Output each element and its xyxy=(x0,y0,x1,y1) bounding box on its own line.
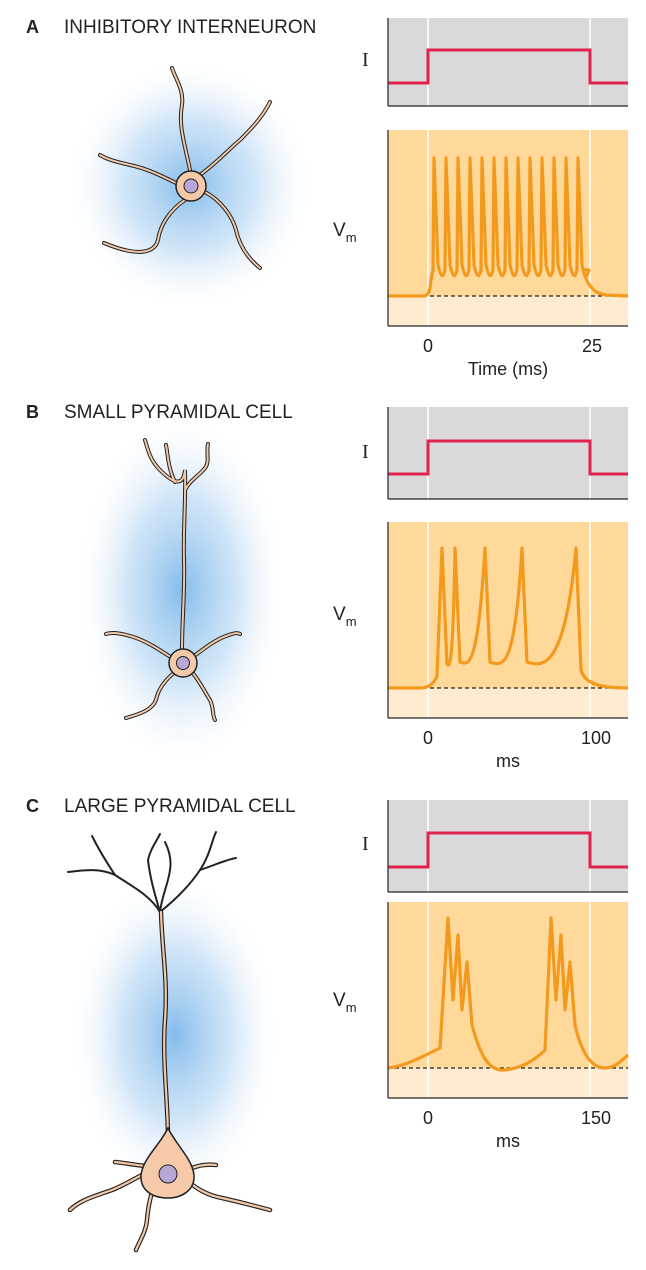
panel-c-letter: C xyxy=(26,796,39,816)
panel-b-axis-title: ms xyxy=(496,751,520,771)
panel-a-current-plot: I xyxy=(362,18,628,107)
panel-b-current-plot: I xyxy=(362,407,628,500)
panel-a-tick-end: 25 xyxy=(582,336,602,356)
panel-c-tick-end: 150 xyxy=(581,1108,611,1128)
soma xyxy=(140,1126,195,1199)
panel-c-voltage-plot: Vm 0 150 ms xyxy=(333,902,630,1151)
panel-a-tick-start: 0 xyxy=(423,336,433,356)
panel-c-current-step xyxy=(388,831,628,869)
panel-a-axis-title: Time (ms) xyxy=(468,359,548,379)
panel-b-current-step xyxy=(388,439,628,476)
panel-a: A INHIBITORY INTERNEURON xyxy=(26,17,629,379)
panel-b-title: SMALL PYRAMIDAL CELL xyxy=(64,402,293,423)
panel-a-current-label: I xyxy=(362,49,369,71)
nucleus xyxy=(176,656,190,670)
panel-a-letter: A xyxy=(26,17,39,37)
panel-c-current-label: I xyxy=(362,833,369,855)
small-pyramidal-cell-illustration xyxy=(82,420,282,760)
panel-c-axis-title: ms xyxy=(496,1131,520,1151)
panel-c-voltage-label: Vm xyxy=(333,990,357,1015)
panel-b-tick-end: 100 xyxy=(581,728,611,748)
panel-c-tick-start: 0 xyxy=(423,1108,433,1128)
panel-b: B SMALL PYRAMIDAL CELL xyxy=(26,402,629,771)
nucleus xyxy=(183,178,199,194)
panel-a-current-step xyxy=(388,48,628,85)
panel-b-voltage-plot: Vm 0 100 ms xyxy=(333,522,629,771)
panel-c-voltage-trace xyxy=(387,916,630,1072)
panel-c-current-plot: I xyxy=(362,800,628,893)
panel-a-title: INHIBITORY INTERNEURON xyxy=(64,17,316,38)
panel-c: C LARGE PYRAMIDAL CELL xyxy=(26,796,630,1253)
panel-c-title: LARGE PYRAMIDAL CELL xyxy=(64,796,296,817)
large-pyramidal-cell-illustration xyxy=(67,831,275,1253)
panel-a-voltage-plot: Vm 0 25 Time (ms) xyxy=(333,130,629,379)
nucleus xyxy=(158,1164,178,1184)
panel-b-voltage-label: Vm xyxy=(333,604,357,629)
panel-a-voltage-trace xyxy=(388,156,629,298)
panel-b-letter: B xyxy=(26,402,39,422)
inhibitory-interneuron-illustration xyxy=(72,65,308,305)
panel-b-tick-start: 0 xyxy=(423,728,433,748)
panel-b-voltage-trace xyxy=(388,546,629,690)
panel-a-voltage-label: Vm xyxy=(333,220,357,245)
panel-b-current-label: I xyxy=(362,441,369,463)
